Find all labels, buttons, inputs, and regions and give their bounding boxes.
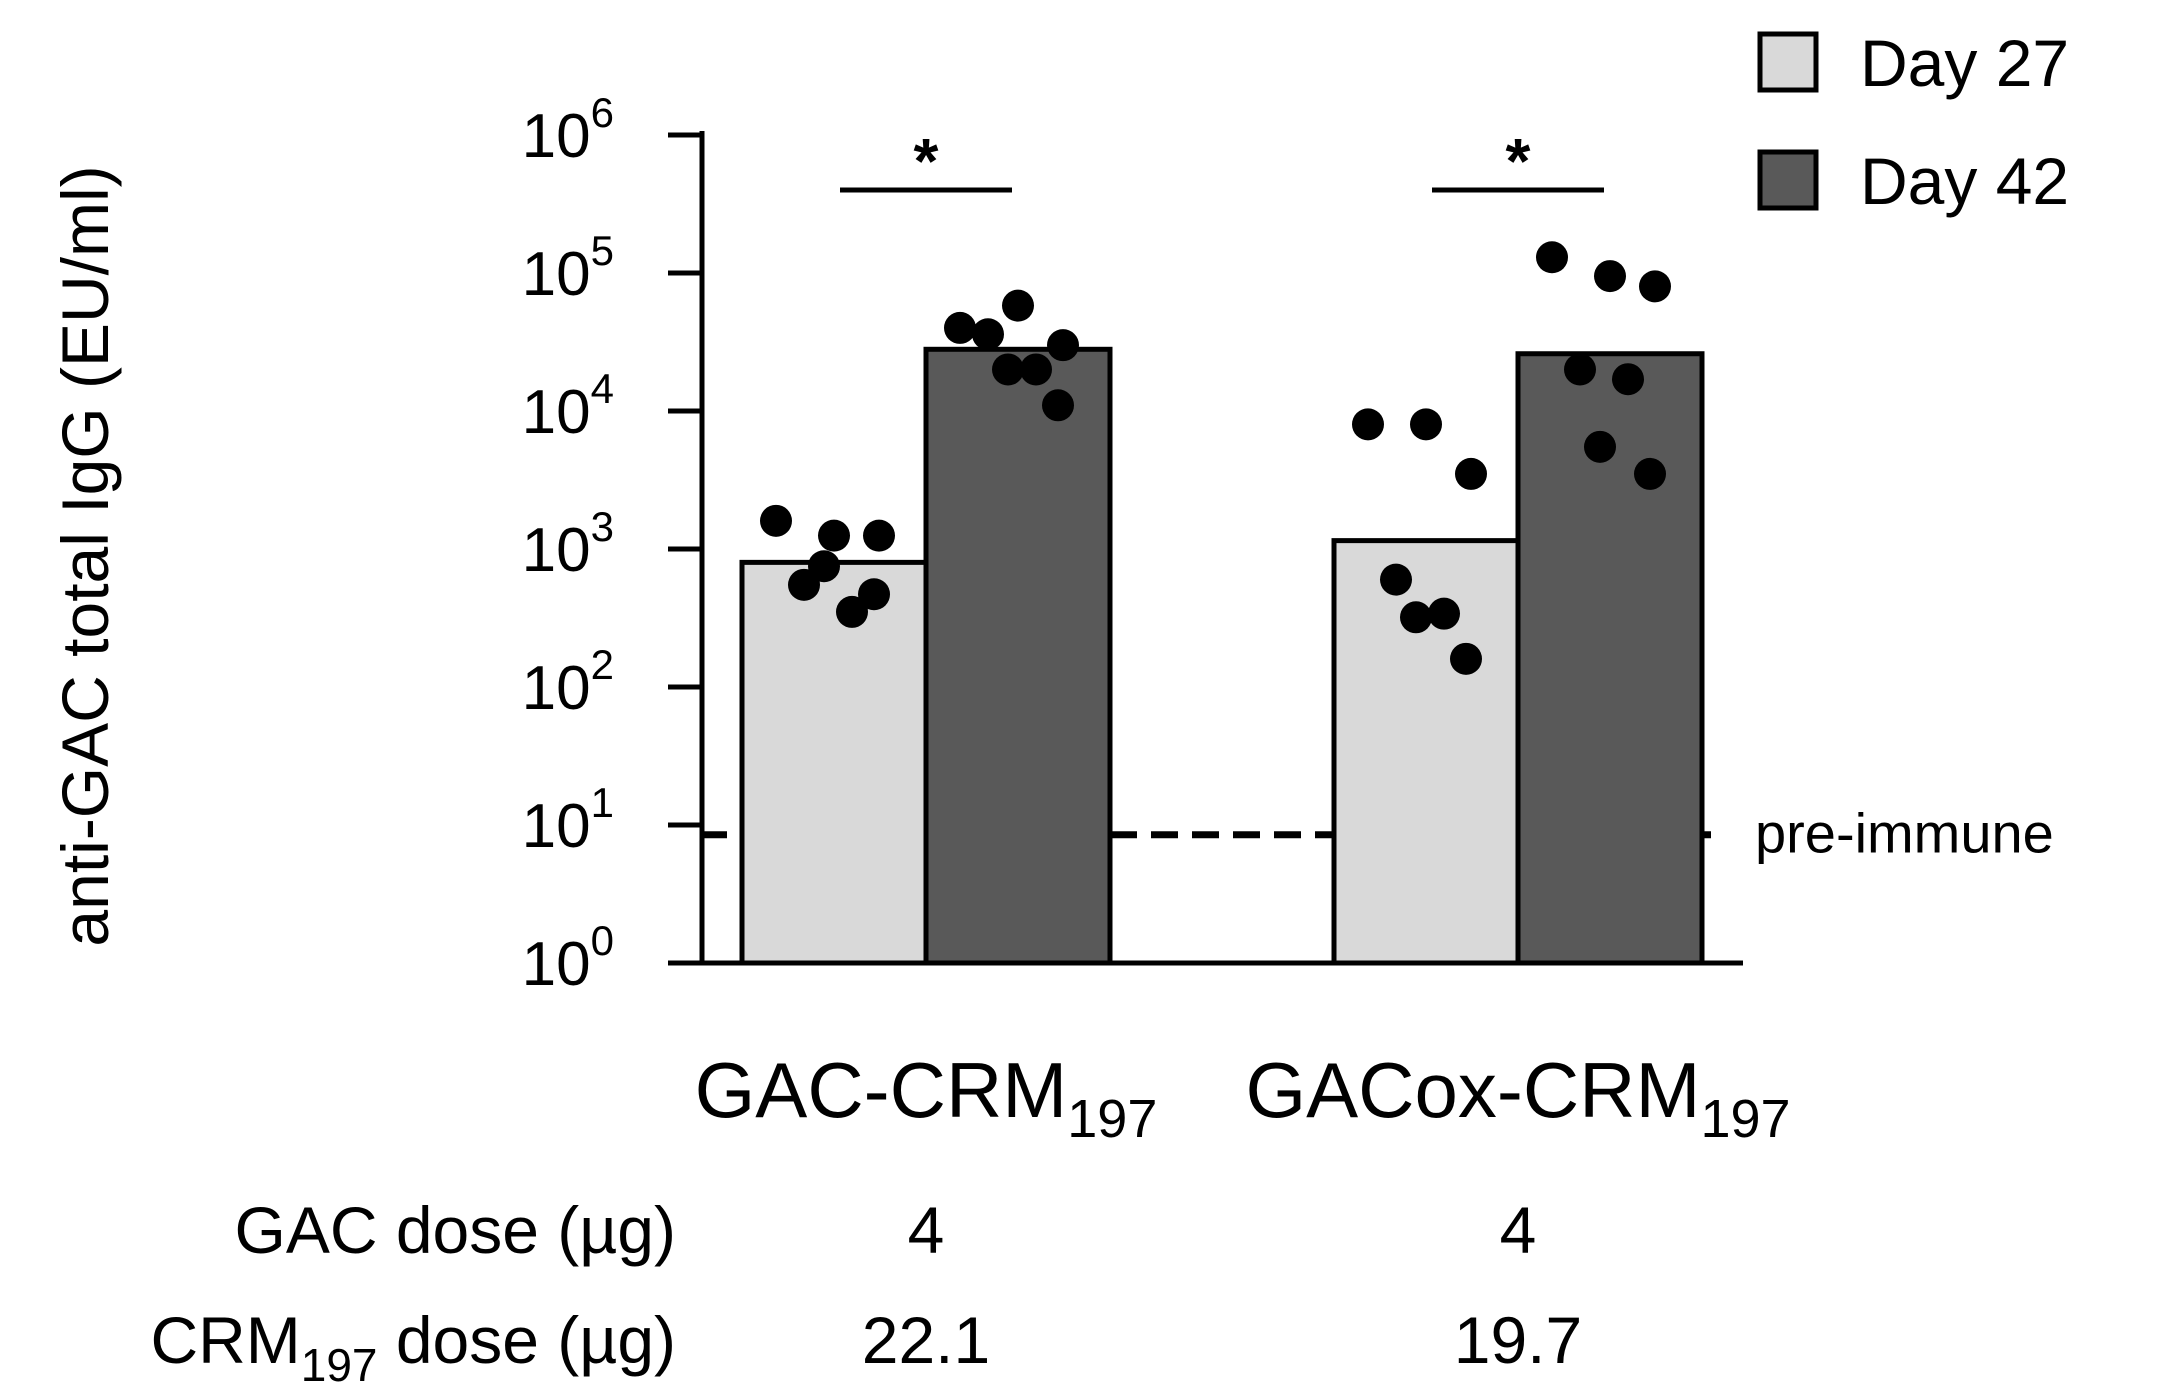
data-point (944, 311, 976, 344)
data-point (1428, 597, 1460, 630)
data-point (808, 550, 840, 583)
y-tick-label: 101 (522, 779, 614, 861)
data-point (1380, 563, 1412, 596)
data-point (1450, 642, 1482, 675)
data-point (1612, 363, 1644, 396)
data-point (788, 568, 820, 601)
x-tick-label: GAC-CRM197 (695, 1046, 1158, 1149)
data-point (760, 504, 792, 537)
y-tick-label: 102 (522, 641, 614, 723)
x-tick-label: GACox-CRM197 (1245, 1046, 1790, 1149)
data-point (1594, 260, 1626, 293)
data-point (1400, 601, 1432, 634)
data-point (1410, 408, 1442, 441)
y-tick-label: 100 (522, 917, 614, 999)
dose-row-label: GAC dose (µg) (234, 1193, 676, 1267)
bar-day27-group-1 (739, 559, 929, 966)
y-tick-label: 105 (522, 227, 614, 309)
data-point (992, 353, 1024, 386)
data-point (1634, 457, 1666, 490)
data-point (1352, 408, 1384, 441)
legend-swatch (1757, 149, 1819, 211)
data-point (1584, 430, 1616, 463)
data-point (1564, 353, 1596, 386)
data-point (1047, 329, 1079, 362)
data-point (1042, 389, 1074, 422)
significance-star: * (914, 125, 939, 197)
bar-day27-group-2 (1331, 538, 1521, 966)
data-point (1639, 270, 1671, 303)
plot-area: pre-immune 100 101 102 103 104 105 106 anti-GAC … (48, 26, 2069, 1391)
y-tick-label: 104 (522, 365, 614, 447)
data-point (858, 578, 890, 611)
y-axis-label: anti-GAC total IgG (EU/ml) (48, 165, 122, 946)
dose-value: 4 (908, 1193, 945, 1267)
significance-star: * (1506, 125, 1531, 197)
data-point (1020, 353, 1052, 386)
data-point (863, 519, 895, 552)
dose-value: 4 (1500, 1193, 1537, 1267)
y-tick-label: 103 (522, 503, 614, 585)
dose-value: 22.1 (862, 1303, 990, 1377)
data-point (1536, 241, 1568, 274)
dose-row-label: CRM197 dose (µg) (150, 1303, 676, 1391)
bar-day42-group-1 (923, 346, 1113, 966)
pre-immune-label: pre-immune (1755, 802, 2054, 865)
dose-value: 19.7 (1454, 1303, 1582, 1377)
data-point (818, 519, 850, 552)
legend-label: Day 42 (1860, 144, 2069, 218)
data-point (1455, 457, 1487, 490)
y-tick-label: 106 (522, 89, 614, 171)
data-point (836, 595, 868, 628)
data-point (972, 318, 1004, 351)
data-point (1002, 289, 1034, 322)
legend-swatch (1757, 31, 1819, 93)
legend-label: Day 27 (1860, 26, 2069, 100)
